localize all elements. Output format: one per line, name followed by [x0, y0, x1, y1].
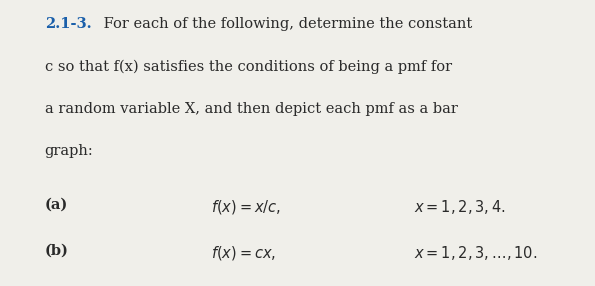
Text: c so that f(x) satisfies the conditions of being a pmf for: c so that f(x) satisfies the conditions … [45, 59, 452, 74]
Text: $x = 1, 2, 3, \ldots, 10.$: $x = 1, 2, 3, \ldots, 10.$ [414, 244, 537, 262]
Text: (b): (b) [45, 244, 68, 258]
Text: For each of the following, determine the constant: For each of the following, determine the… [99, 17, 472, 31]
Text: graph:: graph: [45, 144, 93, 158]
Text: $f(x) = x/c,$: $f(x) = x/c,$ [211, 198, 281, 216]
Text: $f(x) = cx,$: $f(x) = cx,$ [211, 244, 276, 262]
Text: a random variable X, and then depict each pmf as a bar: a random variable X, and then depict eac… [45, 102, 458, 116]
Text: 2.1-3.: 2.1-3. [45, 17, 91, 31]
Text: $x = 1, 2, 3, 4.$: $x = 1, 2, 3, 4.$ [414, 198, 505, 216]
Text: (a): (a) [45, 198, 68, 212]
